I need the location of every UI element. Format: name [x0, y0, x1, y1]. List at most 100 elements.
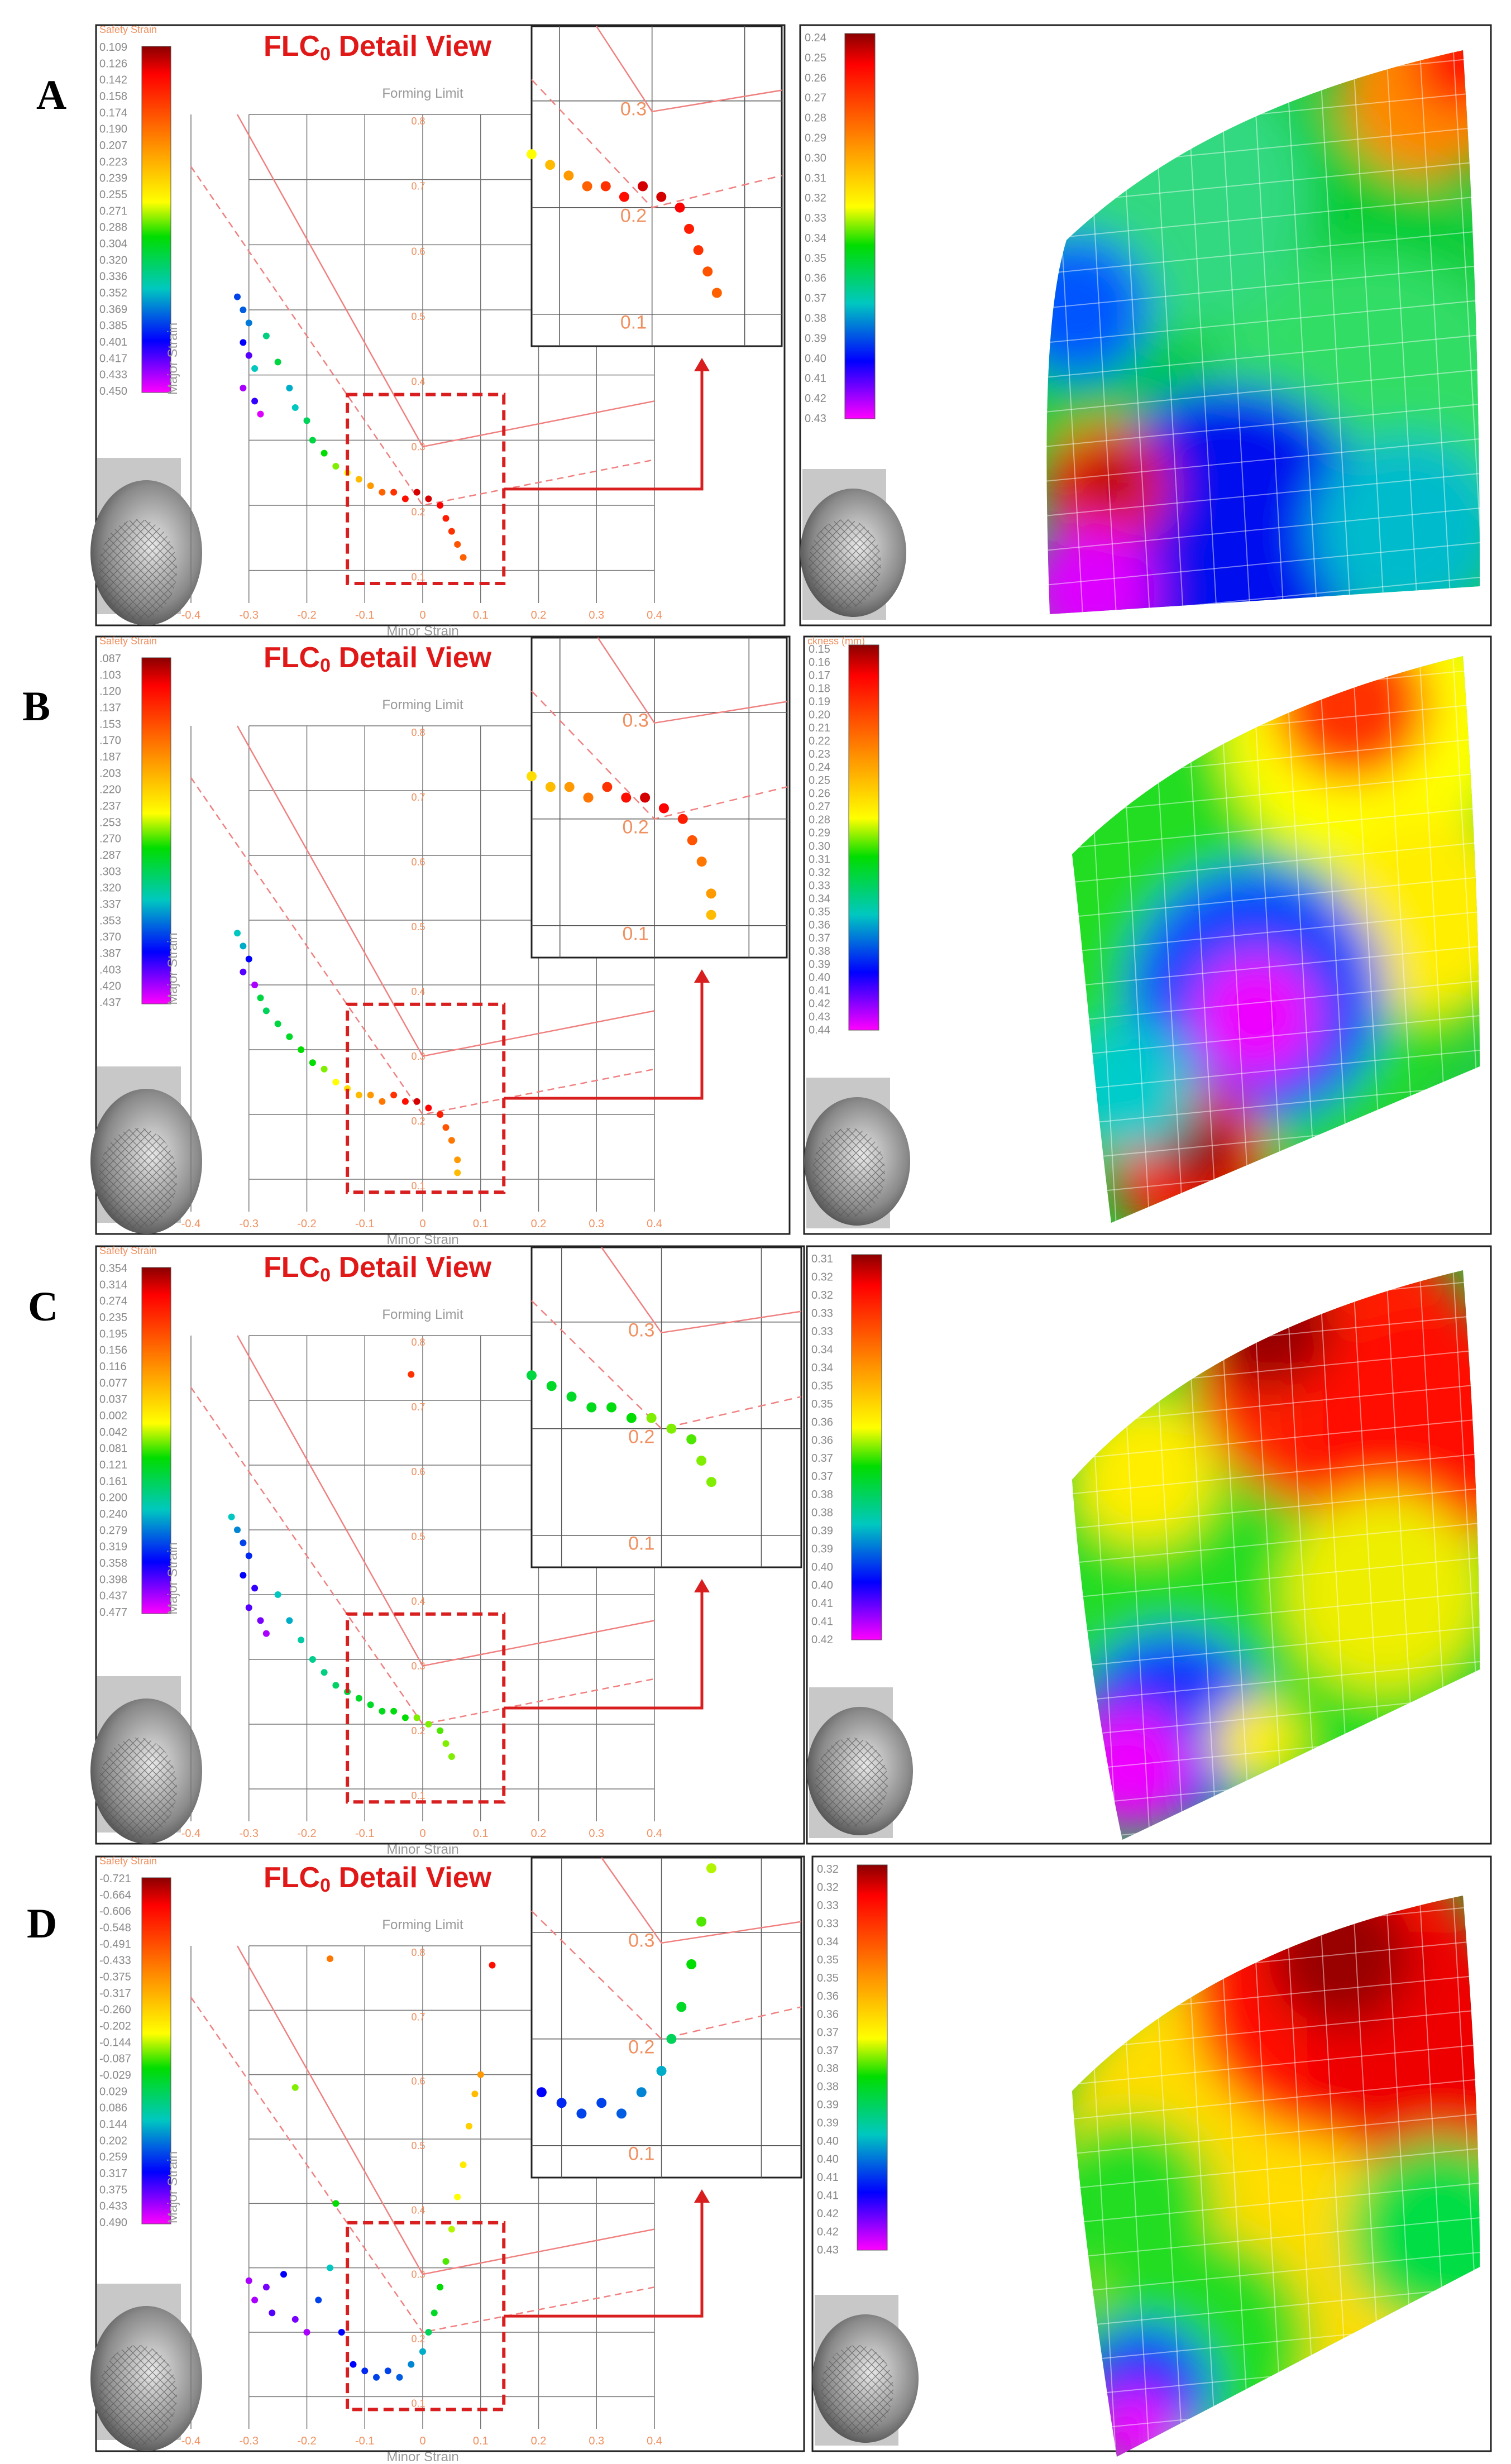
inset-y-tick: 0.3 [623, 710, 649, 731]
forming-limit-label: Forming Limit [382, 86, 463, 101]
legend-tick-label: .137 [99, 702, 121, 714]
scatter-point [245, 1552, 252, 1559]
scatter-point [350, 2361, 357, 2368]
inset-scatter-point [702, 266, 713, 277]
x-tick-label: 0.3 [589, 1827, 604, 1840]
scatter-point [234, 293, 241, 300]
title-subscript: 0 [320, 44, 331, 65]
legend-tick-label: 0.450 [99, 385, 127, 398]
thickness-tick-label: 0.40 [817, 2154, 839, 2166]
scatter-point [413, 489, 420, 496]
mesh-line [1418, 50, 1452, 614]
thickness-tick-label: 0.31 [811, 1253, 833, 1265]
legend-tick-label: .187 [99, 751, 121, 763]
x-tick-label: 0.2 [531, 2435, 547, 2447]
legend-tick-label: .420 [99, 980, 121, 993]
x-tick-label: 0.2 [531, 1218, 547, 1230]
legend-tick-label: 0.437 [99, 1590, 127, 1602]
y-tick-label: 0.8 [411, 116, 425, 127]
title-main: FLC [264, 642, 320, 674]
inset-scatter-point [586, 1402, 597, 1413]
y-axis-label: Major Strain [165, 1542, 180, 1614]
inset-scatter-point [706, 1863, 716, 1874]
legend-tick-label: .370 [99, 931, 121, 944]
panel-letter-b: B [22, 683, 50, 730]
x-tick-label: 0.2 [531, 609, 547, 621]
thickness-tick-label: 0.37 [817, 2045, 839, 2057]
flc-safety-curve [190, 777, 655, 1116]
title-subscript: 0 [320, 655, 331, 676]
thickness-colorbar [844, 33, 876, 419]
legend-tick-label: 0.190 [99, 123, 127, 136]
mesh-line [1072, 1014, 1480, 1060]
x-axis-label: Minor Strain [386, 1232, 458, 1247]
scatter-point [262, 332, 270, 339]
legend-tick-label: 0.109 [99, 41, 127, 54]
scatter-point [309, 1059, 316, 1066]
scatter-point [367, 1701, 374, 1709]
contour-blob [1413, 50, 1480, 112]
y-tick-label: 0.7 [411, 1401, 425, 1413]
inset-scatter-point [706, 910, 716, 920]
scatter-point [291, 2084, 299, 2091]
mesh-line [1072, 1522, 1480, 1567]
scatter-point [257, 994, 264, 1002]
inset-scatter-point [676, 2002, 687, 2012]
x-tick-label: 0 [419, 1827, 425, 1840]
y-tick-label: 0.8 [411, 727, 425, 738]
inset-y-tick: 0.1 [628, 1533, 654, 1554]
scatter-point [251, 398, 259, 405]
scatter-point [274, 1591, 281, 1598]
inset-scatter-point [536, 2087, 547, 2098]
mesh-line [1250, 656, 1285, 1223]
detail-arrowhead [694, 969, 710, 983]
thumbnail-mesh [99, 1128, 177, 1228]
inset-scatter-point [675, 202, 685, 213]
legend-tick-label: .220 [99, 784, 121, 796]
legend-tick-label: 0.002 [99, 1410, 127, 1422]
thickness-tick-label: 0.15 [809, 643, 830, 656]
scatter-point [251, 365, 259, 372]
legend-tick-label: -0.606 [99, 1906, 131, 1918]
thickness-tick-label: 0.36 [809, 919, 830, 931]
legend-title: Safety Strain [99, 1855, 157, 1867]
thickness-tick-label: 0.31 [809, 853, 830, 865]
inset-y-tick: 0.3 [628, 1320, 654, 1341]
thickness-tick-label: 0.32 [817, 1881, 839, 1893]
thickness-tick-label: 0.35 [817, 1954, 839, 1966]
thickness-tick-label: 0.32 [809, 867, 830, 879]
scatter-point [367, 1092, 374, 1099]
scatter-point [401, 1714, 409, 1721]
mesh-line [1046, 403, 1480, 448]
inset-scatter-point [545, 160, 556, 170]
legend-tick-label: 0.490 [99, 2217, 127, 2229]
mesh-line [1072, 1660, 1480, 1706]
inset-scatter-point [527, 771, 537, 782]
thickness-tick-label: 0.36 [817, 1990, 839, 2002]
mesh-line [1072, 2147, 1480, 2193]
mesh-line [1072, 1487, 1480, 1533]
x-tick-label: -0.4 [181, 1827, 200, 1840]
legend-tick-label: .320 [99, 882, 121, 894]
inset-scatter-point [693, 245, 704, 256]
contour-blob [1195, 955, 1318, 1078]
plot-title: FLC0 Detail View [264, 1862, 492, 1896]
panel-a: Safety Strain 0.109 0.126 0.142 0.158 0.174 0.… [90, 24, 1492, 639]
legend-tick-label: .387 [99, 948, 121, 960]
thickness-tick-label: 0.35 [805, 252, 826, 265]
inset-scatter-point [583, 792, 594, 803]
scatter-point [437, 502, 444, 509]
legend-colorbar [141, 1877, 171, 2224]
legend-tick-label: 0.142 [99, 74, 127, 87]
legend-tick-label: -0.548 [99, 1922, 131, 1934]
x-tick-label: -0.1 [355, 2435, 374, 2447]
legend-tick-label: -0.664 [99, 1889, 131, 1901]
y-tick-label: 0.2 [411, 506, 425, 518]
scatter-point [442, 515, 450, 522]
thickness-tick-label: 0.38 [817, 2081, 839, 2093]
thickness-colorbar [848, 644, 879, 1031]
legend-tick-label: 0.161 [99, 1475, 127, 1487]
legend-tick-label: .120 [99, 686, 121, 698]
mesh-line [1072, 2112, 1480, 2158]
